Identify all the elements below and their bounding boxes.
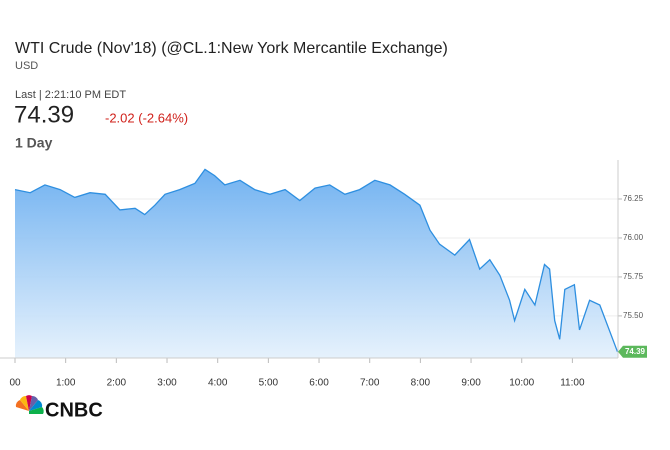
x-tick-label: 6:00 <box>309 378 329 389</box>
x-tick-label: 10:00 <box>509 378 534 389</box>
area <box>15 169 618 358</box>
price-tag <box>618 345 647 358</box>
logo-text: CNBC <box>45 399 103 421</box>
x-tick-label: 3:00 <box>157 378 177 389</box>
x-tick-label: 4:00 <box>208 378 228 389</box>
line <box>14 168 619 353</box>
y-tick-label: 75.75 <box>623 272 644 281</box>
x-tick-label: 8:00 <box>411 378 431 389</box>
change: -2.02 (-2.64%) <box>105 110 188 125</box>
x-tick-label: 5:00 <box>259 378 279 389</box>
x-tick-label: 1:00 <box>56 378 76 389</box>
x-tick-label: 11:00 <box>560 378 585 389</box>
y-tick-label: 76.00 <box>623 233 644 242</box>
price-tag-label: 74.39 <box>625 347 646 356</box>
price: 74.39 <box>14 101 74 128</box>
period: 1 Day <box>15 135 53 151</box>
chart-title: WTI Crude (Nov'18) (@CL.1:New York Merca… <box>15 40 448 57</box>
x-tick-label: 2:00 <box>107 378 127 389</box>
last-updated: Last | 2:21:10 PM EDT <box>15 89 126 101</box>
x-tick-label: 00 <box>9 378 21 389</box>
x-tick-label: 9:00 <box>461 378 481 389</box>
currency: USD <box>15 60 38 72</box>
y-tick-label: 76.25 <box>623 194 644 203</box>
logo-icon <box>15 395 44 414</box>
y-tick-label: 75.50 <box>623 311 644 320</box>
x-tick-label: 7:00 <box>360 378 380 389</box>
